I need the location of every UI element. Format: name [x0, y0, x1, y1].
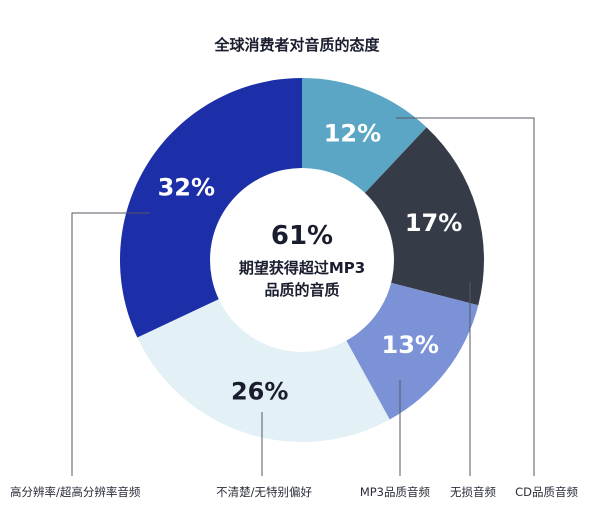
center-text-line2: 品质的音质	[264, 281, 339, 299]
slice-value-cd-quality: 12%	[324, 120, 381, 148]
donut-hole	[210, 168, 394, 352]
slice-value-labels: 12% 17% 13% 26% 32%	[158, 120, 463, 406]
chart-title: 全球消费者对音质的态度	[213, 36, 380, 54]
center-text-line1: 期望获得超过MP3	[239, 259, 365, 277]
legend-label-hi-res: 高分辨率/超高分辨率音频	[10, 485, 141, 499]
leader-line-hi-res	[71, 212, 150, 476]
legend: CD品质音频 无损音频 MP3品质音频 不清楚/无特别偏好 高分辨率/超高分辨率音频	[10, 485, 578, 499]
legend-label-lossless: 无损音频	[450, 485, 496, 499]
slice-value-no-preference: 26%	[231, 377, 288, 405]
slice-value-hi-res: 32%	[158, 174, 215, 202]
slice-value-lossless: 17%	[405, 209, 462, 237]
legend-label-cd-quality: CD品质音频	[515, 485, 578, 499]
legend-label-no-preference: 不清楚/无特别偏好	[216, 485, 312, 499]
center-value: 61%	[271, 221, 333, 251]
slice-value-mp3-quality: 13%	[382, 331, 439, 359]
leader-lines	[71, 117, 535, 476]
leader-line-cd-quality	[396, 117, 535, 476]
legend-label-mp3-quality: MP3品质音频	[360, 485, 431, 499]
